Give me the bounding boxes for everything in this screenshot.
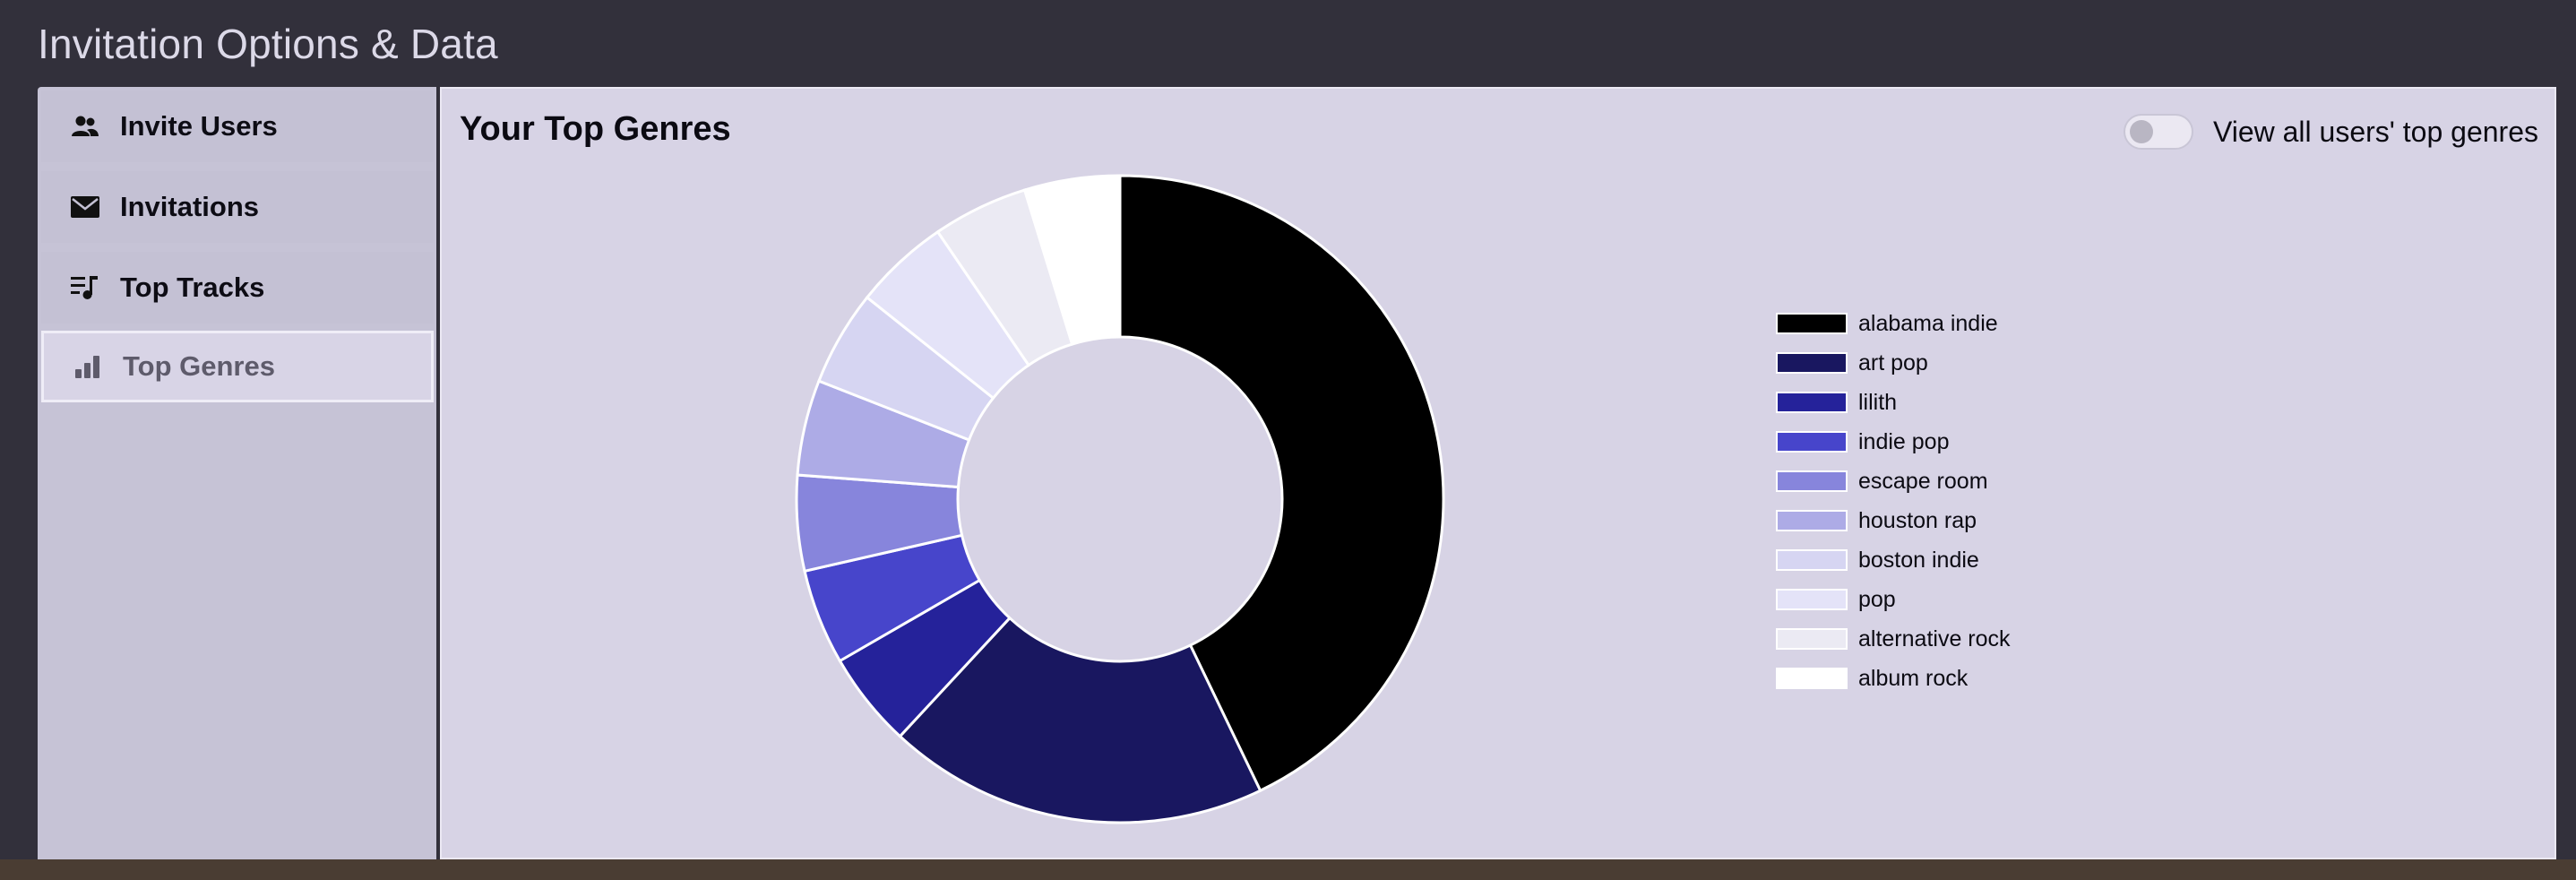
- sidebar-item-invitations[interactable]: Invitations: [41, 171, 434, 243]
- chart-legend: alabama indie art pop lilith indie pop escap…: [1776, 304, 2011, 698]
- legend-item[interactable]: album rock: [1776, 659, 2011, 698]
- sidebar-item-top-tracks[interactable]: Top Tracks: [41, 252, 434, 324]
- legend-swatch: [1776, 549, 1848, 571]
- legend-swatch: [1776, 668, 1848, 689]
- legend-label: boston indie: [1858, 547, 1979, 573]
- legend-swatch: [1776, 470, 1848, 492]
- legend-label: indie pop: [1858, 428, 1950, 454]
- legend-swatch: [1776, 352, 1848, 374]
- sidebar-item-label: Top Tracks: [120, 272, 265, 303]
- envelope-icon: [70, 192, 100, 222]
- donut-slice-art-pop[interactable]: [898, 616, 1262, 824]
- legend-item[interactable]: lilith: [1776, 383, 2011, 422]
- legend-item[interactable]: art pop: [1776, 343, 2011, 383]
- view-all-users-toggle[interactable]: [2123, 114, 2193, 150]
- toggle-label: View all users' top genres: [2212, 115, 2538, 148]
- sidebar-item-label: Invite Users: [120, 110, 278, 142]
- genres-donut-chart: [795, 174, 1445, 824]
- legend-item[interactable]: alternative rock: [1776, 619, 2011, 659]
- donut-slice-album-rock[interactable]: [1022, 174, 1122, 346]
- legend-swatch: [1776, 392, 1848, 413]
- main-panel: Your Top Genres View all users' top genr…: [440, 87, 2556, 859]
- desktop-background-strip: [0, 859, 2576, 880]
- legend-label: escape room: [1858, 468, 1988, 494]
- legend-item[interactable]: boston indie: [1776, 540, 2011, 580]
- legend-item[interactable]: pop: [1776, 580, 2011, 619]
- legend-swatch: [1776, 313, 1848, 334]
- sidebar-item-top-genres[interactable]: Top Genres: [41, 331, 434, 402]
- view-all-toggle-group: View all users' top genres: [2123, 114, 2538, 150]
- page-title: Invitation Options & Data: [38, 21, 498, 67]
- legend-item[interactable]: indie pop: [1776, 422, 2011, 462]
- sidebar-item-label: Top Genres: [123, 350, 275, 382]
- section-title: Your Top Genres: [460, 110, 731, 148]
- legend-swatch: [1776, 431, 1848, 453]
- legend-label: pop: [1858, 586, 1896, 612]
- legend-label: lilith: [1858, 389, 1898, 415]
- legend-label: art pop: [1858, 349, 1928, 375]
- playlist-music-icon: [70, 272, 100, 303]
- legend-swatch: [1776, 628, 1848, 650]
- legend-item[interactable]: escape room: [1776, 462, 2011, 501]
- legend-label: alabama indie: [1858, 310, 1998, 336]
- sidebar-item-label: Invitations: [120, 191, 260, 222]
- users-icon: [70, 111, 100, 142]
- legend-swatch: [1776, 589, 1848, 610]
- toggle-knob: [2129, 120, 2153, 143]
- legend-item[interactable]: alabama indie: [1776, 304, 2011, 343]
- legend-label: houston rap: [1858, 507, 1977, 533]
- legend-swatch: [1776, 510, 1848, 531]
- sidebar-item-invite-users[interactable]: Invite Users: [41, 91, 434, 162]
- legend-label: alternative rock: [1858, 625, 2011, 651]
- donut-slice-alabama-indie[interactable]: [1118, 174, 1445, 793]
- legend-item[interactable]: houston rap: [1776, 501, 2011, 540]
- legend-label: album rock: [1858, 665, 1969, 691]
- sidebar: Invite Users Invitations Top Tracks: [38, 87, 436, 859]
- bar-chart-icon: [73, 351, 103, 382]
